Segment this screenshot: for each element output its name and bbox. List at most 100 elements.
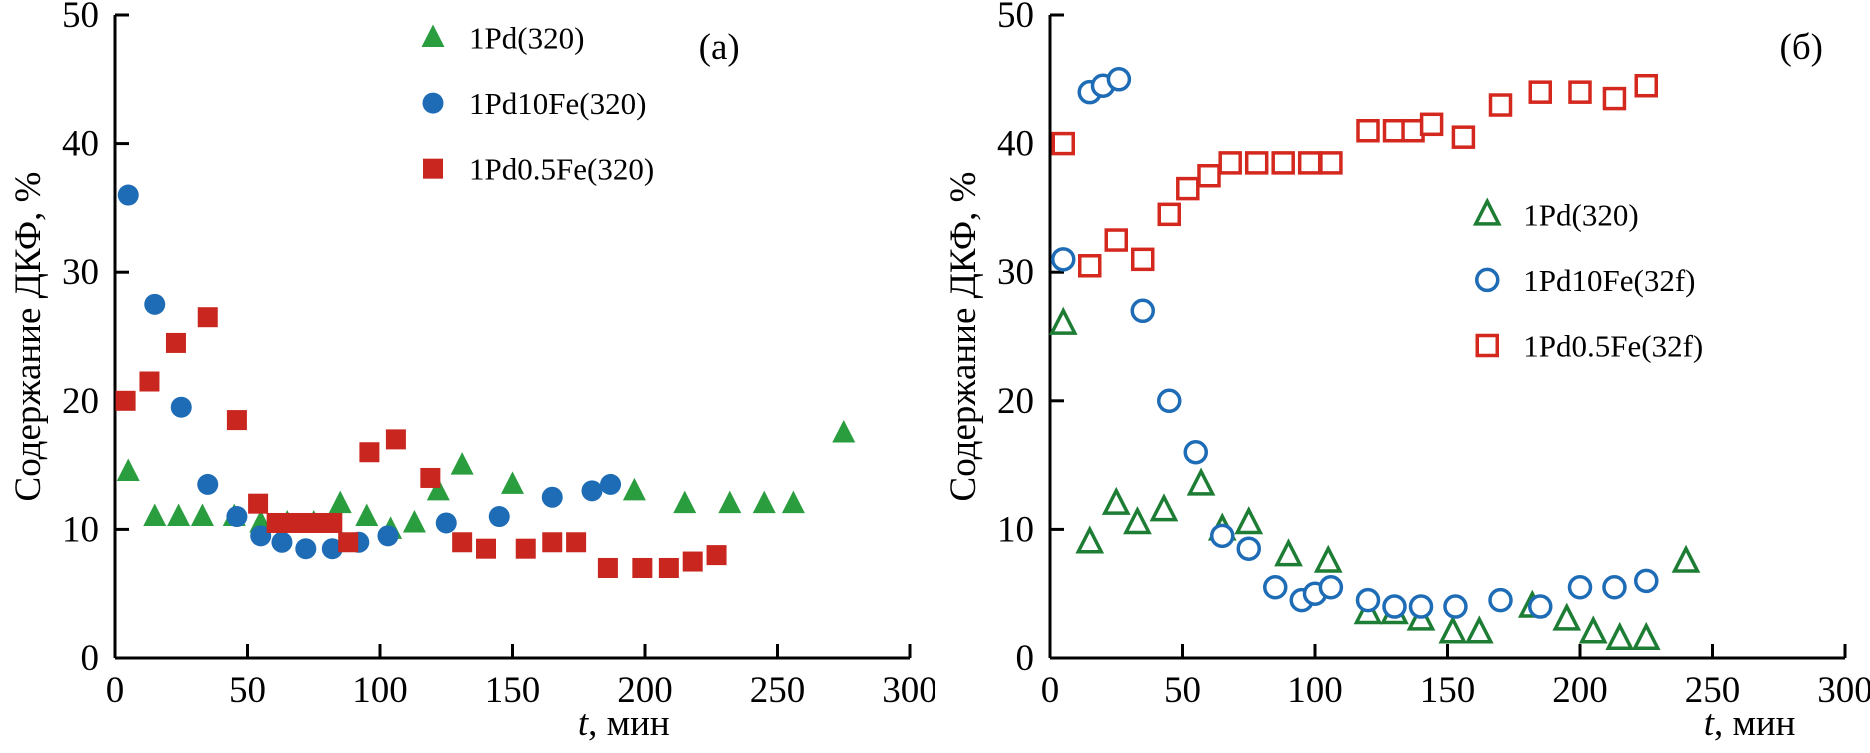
data-point xyxy=(488,506,510,528)
data-point xyxy=(144,293,166,315)
data-point xyxy=(1244,151,1269,175)
legend-marker xyxy=(1475,333,1499,358)
data-point xyxy=(658,557,679,578)
data-point xyxy=(476,538,496,559)
data-point xyxy=(541,486,563,508)
data-point xyxy=(1443,594,1468,619)
series-1Pd0.5Fe(32f) xyxy=(1051,73,1658,278)
data-point xyxy=(1356,118,1380,143)
x-tick-label: 250 xyxy=(1685,670,1741,711)
data-point xyxy=(1419,112,1444,137)
legend-label: 1Pd10Fe(320) xyxy=(469,86,646,121)
data-point xyxy=(1130,298,1155,324)
data-point xyxy=(1075,525,1105,554)
x-tick-label: 50 xyxy=(1164,670,1201,711)
data-point xyxy=(752,490,776,514)
data-point xyxy=(1051,247,1076,272)
data-point xyxy=(385,429,406,450)
data-point xyxy=(781,490,805,514)
data-point xyxy=(328,490,352,514)
data-point xyxy=(1078,254,1102,278)
data-point xyxy=(249,509,273,533)
data-point xyxy=(116,458,140,482)
data-point xyxy=(501,471,524,494)
data-point xyxy=(1271,151,1295,175)
data-point xyxy=(542,532,563,553)
data-point xyxy=(566,532,587,553)
data-point xyxy=(271,531,293,553)
panel-a: 0 50 100 150 200 250 300 0 10 20 30 40 50 Содержание … xyxy=(8,0,935,744)
data-point xyxy=(322,512,343,533)
data-point xyxy=(1451,125,1476,149)
data-point xyxy=(1183,439,1208,465)
data-point xyxy=(1176,176,1200,201)
data-point xyxy=(285,512,306,533)
legend-label: 1Pd10Fe(32f) xyxy=(1523,263,1695,298)
data-point xyxy=(1218,151,1242,175)
y-axis-label: Содержание ДКФ, % xyxy=(8,172,49,502)
data-point xyxy=(355,503,379,527)
data-point xyxy=(515,538,536,559)
x-axis-label: t, мин xyxy=(1704,703,1796,744)
legend-marker xyxy=(422,92,444,114)
y-axis-label: Содержание ДКФ, % xyxy=(943,172,984,502)
data-point xyxy=(1157,388,1182,414)
data-point xyxy=(450,452,474,475)
data-point xyxy=(1488,93,1513,117)
data-point xyxy=(673,490,697,514)
data-point xyxy=(1236,536,1261,561)
x-tick-label: 250 xyxy=(750,670,806,711)
data-point xyxy=(1578,615,1608,644)
x-tick-label: 300 xyxy=(1817,670,1870,711)
data-point xyxy=(1186,467,1216,496)
data-point xyxy=(250,525,272,547)
data-point xyxy=(1634,568,1659,594)
y-tick-label: 40 xyxy=(997,124,1034,165)
data-point xyxy=(1106,67,1132,92)
y-tick-label: 20 xyxy=(62,381,99,422)
y-tick-label: 20 xyxy=(997,381,1034,422)
x-tick-label: 150 xyxy=(1420,670,1476,711)
y-tick-label: 40 xyxy=(62,124,99,165)
data-point xyxy=(139,371,160,392)
data-point xyxy=(600,473,622,495)
data-point xyxy=(581,480,603,502)
data-point xyxy=(426,477,450,501)
data-point xyxy=(1048,306,1078,335)
data-point xyxy=(718,490,742,514)
legend: 1Pd(320) 1Pd10Fe(320) 1Pd0.5Fe(320) xyxy=(421,21,654,187)
y-tick-label: 50 xyxy=(62,0,99,36)
x-tick-label: 0 xyxy=(1041,670,1060,711)
data-point xyxy=(197,307,218,328)
y-tick-label: 0 xyxy=(1016,638,1035,679)
data-point xyxy=(226,410,247,431)
data-point xyxy=(622,477,646,501)
data-point xyxy=(1149,493,1179,522)
data-point xyxy=(1567,575,1593,600)
x-tick-label: 200 xyxy=(617,670,673,711)
legend-marker xyxy=(1472,197,1502,226)
x-tick-label: 100 xyxy=(352,670,408,711)
data-point xyxy=(1319,151,1343,175)
data-point xyxy=(706,545,727,566)
data-point xyxy=(1197,164,1221,188)
x-tick-label: 100 xyxy=(1287,670,1343,711)
data-point xyxy=(1123,506,1152,535)
panel-label: (а) xyxy=(699,27,740,68)
data-point xyxy=(420,467,441,488)
data-point xyxy=(1528,594,1553,619)
y-tick-label: 50 xyxy=(997,0,1034,36)
legend: 1Pd(320) 1Pd10Fe(32f) 1Pd0.5Fe(32f) xyxy=(1472,197,1703,364)
data-point xyxy=(117,184,139,206)
y-tick-label: 0 xyxy=(81,638,100,679)
data-point xyxy=(1210,523,1235,549)
data-point xyxy=(303,512,324,533)
data-point xyxy=(197,473,219,495)
legend-marker xyxy=(1475,267,1500,293)
data-point xyxy=(359,442,380,463)
data-point xyxy=(402,509,426,533)
legend-label: 1Pd0.5Fe(320) xyxy=(469,152,654,187)
legend-marker xyxy=(423,158,443,179)
data-point xyxy=(165,332,186,353)
